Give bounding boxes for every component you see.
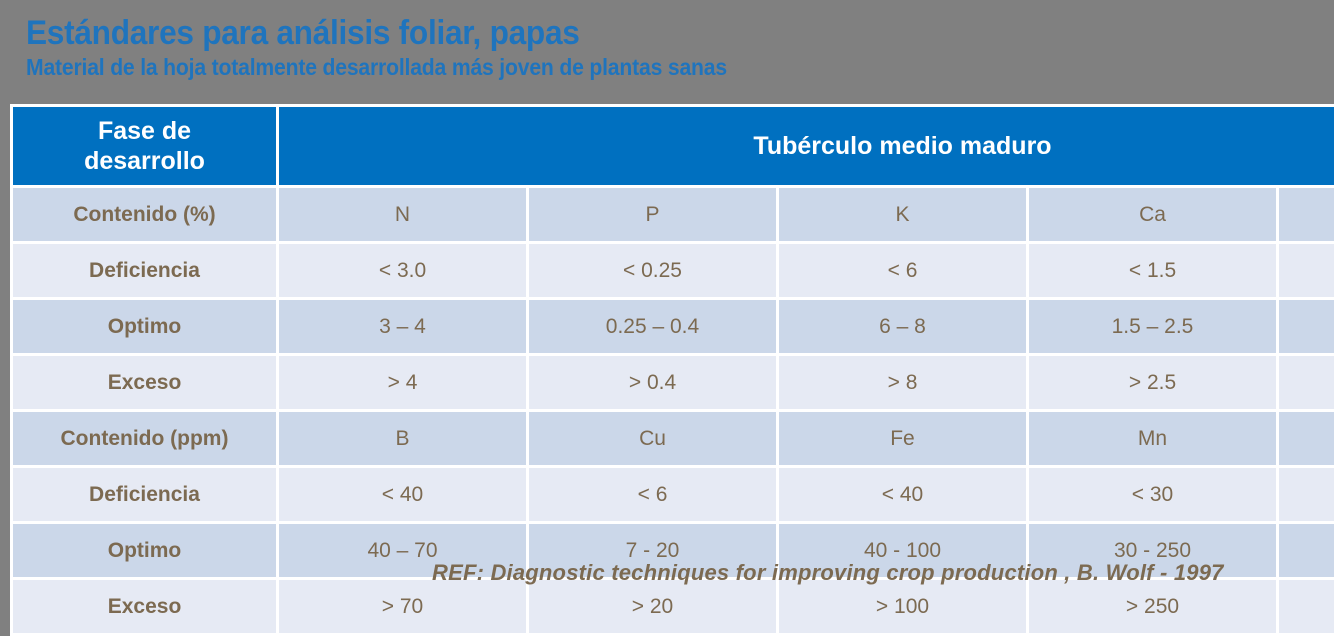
cell-r4-c1: Cu — [529, 412, 776, 465]
header-stage-line2: desarrollo — [84, 147, 205, 175]
cell-r2-c2: 6 – 8 — [779, 300, 1026, 353]
reference-caption: REF: Diagnostic techniques for improving… — [432, 560, 1224, 585]
cell-r3-c3: > 2.5 — [1029, 356, 1276, 409]
row-label-optimo-1: Optimo — [13, 300, 276, 353]
cell-r3-c0: > 4 — [279, 356, 526, 409]
cell-r3-c2: > 8 — [779, 356, 1026, 409]
cell-r6-c0: 40 – 70 — [279, 524, 526, 577]
cell-r5-c4: < 30 — [1279, 468, 1334, 521]
table-row: Contenido (ppm) B Cu Fe Mn Zn — [13, 412, 1334, 465]
cell-r0-c0: N — [279, 188, 526, 241]
header-cell-group: Tubérculo medio maduro — [279, 107, 1334, 185]
cell-r1-c3: < 1.5 — [1029, 244, 1276, 297]
cell-r7-c1: > 20 — [529, 580, 776, 633]
page-title: Estándares para análisis foliar, papas — [26, 14, 580, 52]
row-label-deficiencia-2: Deficiencia — [13, 468, 276, 521]
header-stage-line1: Fase de — [97, 117, 192, 145]
standards-table: Fase de desarrollo Tubérculo medio madur… — [10, 104, 1334, 636]
cell-r5-c0: < 40 — [279, 468, 526, 521]
cell-r7-c4: > 250 — [1279, 580, 1334, 633]
cell-r3-c4: > 1.0 — [1279, 356, 1334, 409]
cell-r4-c3: Mn — [1029, 412, 1276, 465]
cell-r6-c4: 30 - 250 — [1279, 524, 1334, 577]
row-label-exceso-1: Exceso — [13, 356, 276, 409]
table-row: Exceso > 70 > 20 > 100 > 250 > 250 — [13, 580, 1334, 633]
cell-r1-c4: < 0.7 — [1279, 244, 1334, 297]
table-row: Contenido (%) N P K Ca Mg — [13, 188, 1334, 241]
cell-r0-c4: Mg — [1279, 188, 1334, 241]
row-label-optimo-2: Optimo — [13, 524, 276, 577]
header-cell-stage: Fase de desarrollo — [13, 107, 276, 185]
cell-r2-c0: 3 – 4 — [279, 300, 526, 353]
page-subtitle: Material de la hoja totalmente desarroll… — [26, 54, 727, 80]
row-label-deficiencia-1: Deficiencia — [13, 244, 276, 297]
cell-r5-c3: < 30 — [1029, 468, 1276, 521]
cell-r6-c2: 40 - 100 — [779, 524, 1026, 577]
cell-r1-c1: < 0.25 — [529, 244, 776, 297]
cell-r5-c2: < 40 — [779, 468, 1026, 521]
cell-r5-c1: < 6 — [529, 468, 776, 521]
table-row: Optimo 40 – 70 7 - 20 40 - 100 30 - 250 … — [13, 524, 1334, 577]
row-label-exceso-2: Exceso — [13, 580, 276, 633]
row-label-contenido-pct: Contenido (%) — [13, 188, 276, 241]
row-label-contenido-ppm: Contenido (ppm) — [13, 412, 276, 465]
cell-r0-c1: P — [529, 188, 776, 241]
cell-r7-c3: > 250 — [1029, 580, 1276, 633]
cell-r0-c3: Ca — [1029, 188, 1276, 241]
cell-r2-c3: 1.5 – 2.5 — [1029, 300, 1276, 353]
table-row: Deficiencia < 3.0 < 0.25 < 6 < 1.5 < 0.7 — [13, 244, 1334, 297]
cell-r3-c1: > 0.4 — [529, 356, 776, 409]
cell-r7-c0: > 70 — [279, 580, 526, 633]
cell-r1-c0: < 3.0 — [279, 244, 526, 297]
table-header-row: Fase de desarrollo Tubérculo medio madur… — [13, 107, 1334, 185]
cell-r0-c2: K — [779, 188, 1026, 241]
cell-r2-c1: 0.25 – 0.4 — [529, 300, 776, 353]
cell-r4-c0: B — [279, 412, 526, 465]
cell-r6-c3: 30 - 250 — [1029, 524, 1276, 577]
cell-r4-c4: Zn — [1279, 412, 1334, 465]
table-row: Optimo 3 – 4 0.25 – 0.4 6 – 8 1.5 – 2.5 … — [13, 300, 1334, 353]
cell-r1-c2: < 6 — [779, 244, 1026, 297]
cell-r7-c2: > 100 — [779, 580, 1026, 633]
cell-r4-c2: Fe — [779, 412, 1026, 465]
title-block: Estándares para análisis foliar, papas M… — [26, 14, 1316, 81]
table-row: Exceso > 4 > 0.4 > 8 > 2.5 > 1.0 — [13, 356, 1334, 409]
table-row: Deficiencia < 40 < 6 < 40 < 30 < 30 — [13, 468, 1334, 521]
cell-r2-c4: 0.7 – 1.0 — [1279, 300, 1334, 353]
cell-r6-c1: 7 - 20 — [529, 524, 776, 577]
